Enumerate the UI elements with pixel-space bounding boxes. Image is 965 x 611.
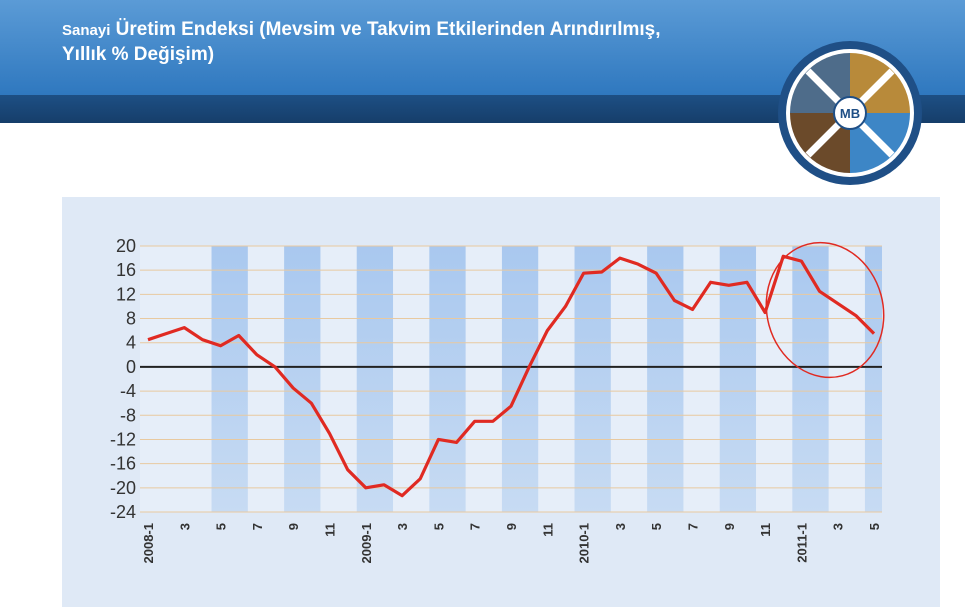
y-tick-label: 4 (126, 333, 136, 353)
band-stripe (792, 246, 828, 512)
chart: -24 -20 -16 -12 -8 -4 0 4 8 12 16 20 2008-1 3 5 7 9 11 200… (0, 0, 965, 611)
x-tick-label: 5 (214, 523, 229, 530)
band-stripe (212, 246, 248, 512)
y-tick-label: 16 (116, 260, 136, 280)
slide: Sanayi Üretim Endeksi (Mevsim ve Takvim … (0, 0, 965, 611)
y-tick-label: 12 (116, 284, 136, 304)
band-stripe (429, 246, 465, 512)
y-tick-label: -20 (110, 478, 136, 498)
band-stripe (357, 246, 393, 512)
y-tick-label: 0 (126, 357, 136, 377)
x-tick-label: 2008-1 (141, 523, 156, 563)
y-tick-label: 20 (116, 236, 136, 256)
band-stripe (502, 246, 538, 512)
x-tick-label: 11 (540, 523, 555, 537)
x-tick-label: 9 (286, 523, 301, 530)
x-tick-label: 3 (395, 523, 410, 530)
x-tick-label: 11 (758, 523, 773, 537)
y-tick-label: -16 (110, 454, 136, 474)
x-tick-label: 2009-1 (359, 523, 374, 563)
y-tick-label: -8 (120, 405, 136, 425)
x-tick-label: 9 (722, 523, 737, 530)
x-tick-label: 7 (468, 523, 483, 530)
y-tick-label: 8 (126, 309, 136, 329)
y-tick-label: -12 (110, 429, 136, 449)
band-stripe (865, 246, 882, 512)
x-tick-label: 11 (323, 523, 338, 537)
x-tick-label: 5 (431, 523, 446, 530)
x-tick-label: 5 (649, 523, 664, 530)
x-tick-label: 2011-1 (794, 523, 809, 563)
x-tick-label: 3 (177, 523, 192, 530)
x-tick-label: 3 (613, 523, 628, 530)
band-stripe (575, 246, 611, 512)
x-tick-label: 7 (686, 523, 701, 530)
x-tick-label: 9 (504, 523, 519, 530)
x-tick-label: 7 (250, 523, 265, 530)
x-tick-label: 2010-1 (577, 523, 592, 563)
y-tick-label: -4 (120, 381, 136, 401)
band-stripe (284, 246, 320, 512)
x-tick-label: 3 (831, 523, 846, 530)
y-tick-label: -24 (110, 502, 136, 522)
x-tick-label: 5 (867, 523, 882, 530)
